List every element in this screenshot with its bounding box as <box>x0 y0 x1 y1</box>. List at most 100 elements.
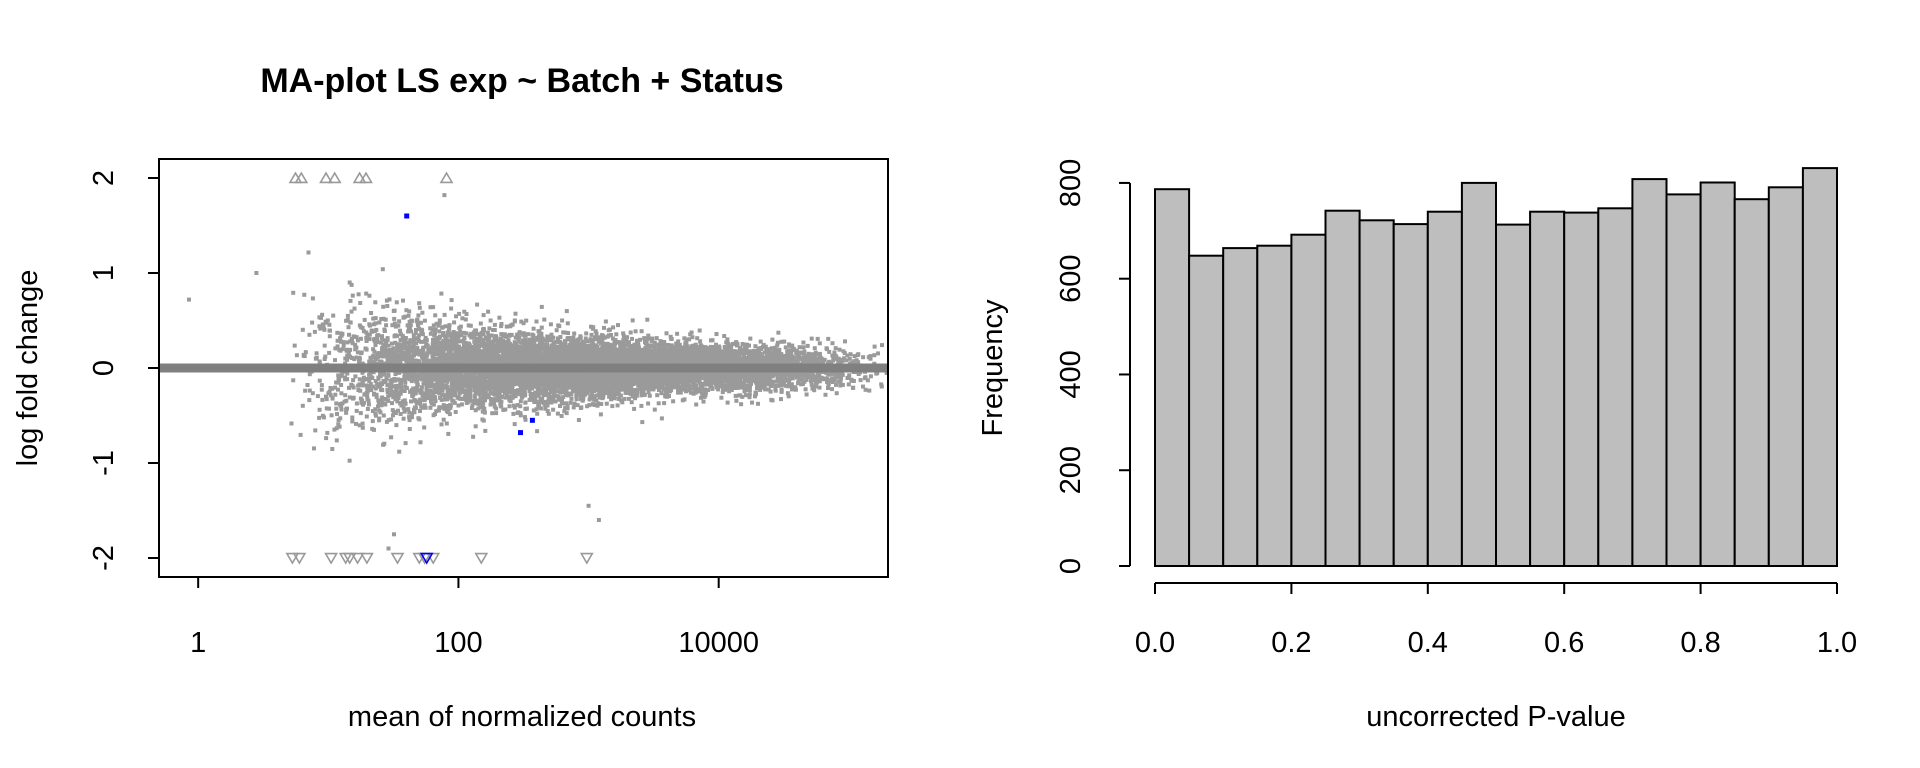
ma-point <box>466 323 471 328</box>
ma-point <box>559 396 563 401</box>
ma-point <box>747 392 752 397</box>
ma-point <box>300 327 305 332</box>
ma-plot-title: MA-plot LS exp ~ Batch + Status <box>260 62 783 100</box>
ma-point <box>817 341 822 346</box>
ma-point <box>518 411 523 416</box>
ma-point <box>433 313 438 318</box>
ma-point <box>461 338 466 343</box>
ma-point <box>571 405 576 410</box>
ma-point <box>443 324 448 329</box>
ma-point <box>795 354 800 359</box>
ma-point <box>732 349 737 354</box>
ma-point <box>356 292 361 297</box>
ma-point <box>826 382 831 387</box>
ma-point <box>427 378 431 383</box>
ma-point <box>515 332 520 337</box>
ma-point <box>697 346 702 351</box>
ma-point <box>402 374 407 379</box>
ma-point <box>785 377 790 382</box>
ma-point <box>425 381 430 386</box>
ma-point <box>371 316 376 321</box>
ma-point <box>469 398 474 403</box>
ma-point <box>744 388 749 393</box>
ma-point <box>624 343 629 348</box>
ma-point <box>569 396 574 401</box>
ma-point <box>322 343 327 348</box>
ma-point <box>563 344 568 349</box>
ma-point <box>826 336 831 341</box>
ma-point <box>352 357 357 362</box>
ma-point <box>758 387 763 392</box>
ma-point <box>518 399 523 404</box>
ma-point <box>474 375 479 380</box>
ma-point <box>548 322 553 327</box>
ma-point <box>383 338 388 343</box>
ma-point <box>371 347 376 352</box>
ma-point <box>416 313 421 318</box>
ma-point <box>396 396 401 400</box>
ma-point <box>475 339 479 343</box>
ma-point <box>693 342 698 347</box>
ma-point <box>575 403 580 408</box>
ma-point <box>761 342 766 347</box>
ma-point <box>518 404 523 409</box>
ma-point <box>612 391 617 396</box>
ma-point <box>307 398 312 403</box>
ma-point <box>396 346 401 351</box>
ma-point <box>639 329 644 334</box>
ma-point <box>459 333 464 338</box>
ma-point <box>545 403 550 408</box>
ma-point <box>652 344 657 349</box>
ma-point <box>464 398 469 402</box>
ma-point <box>429 401 434 406</box>
ma-point <box>733 393 738 398</box>
ma-point <box>725 337 730 342</box>
ma-point <box>391 384 396 389</box>
ma-point <box>532 345 537 350</box>
ma-point <box>317 359 322 364</box>
ma-point <box>618 393 623 398</box>
ma-point <box>302 292 307 297</box>
ma-point <box>519 319 524 324</box>
ma-point <box>837 347 842 352</box>
ma-point <box>482 383 487 388</box>
ma-point <box>840 372 845 377</box>
ma-point <box>549 332 554 337</box>
ma-point <box>485 330 490 335</box>
ma-point <box>367 293 372 298</box>
ma-point <box>408 323 413 328</box>
ma-point <box>392 321 397 326</box>
ma-point <box>559 414 564 418</box>
ma-point <box>393 324 398 329</box>
ma-point <box>617 396 622 401</box>
ma-point <box>452 400 457 405</box>
ma-point <box>403 384 408 389</box>
ma-point <box>753 390 758 395</box>
ma-point <box>838 383 843 388</box>
ma-point <box>379 340 384 345</box>
ma-point <box>393 372 398 377</box>
ma-point <box>779 389 784 394</box>
ma-point <box>620 400 625 405</box>
ma-point <box>372 329 377 334</box>
ma-point <box>523 417 528 422</box>
ma-point <box>633 396 638 401</box>
ma-point <box>472 394 477 399</box>
ma-point <box>437 405 442 410</box>
ma-point <box>735 379 740 384</box>
ma-point <box>442 385 447 390</box>
ma-point <box>403 336 408 340</box>
ma-point <box>339 404 344 409</box>
ma-point <box>804 373 809 378</box>
ma-point <box>532 341 537 346</box>
ma-point <box>351 378 356 383</box>
ma-point <box>812 388 817 393</box>
ma-point <box>327 334 332 339</box>
ma-point <box>874 371 879 376</box>
ma-point <box>470 403 475 408</box>
ma-point <box>786 394 791 399</box>
ma-point <box>325 430 330 435</box>
ma-point <box>523 415 527 420</box>
ma-point <box>462 343 467 348</box>
ma-point <box>392 377 397 381</box>
